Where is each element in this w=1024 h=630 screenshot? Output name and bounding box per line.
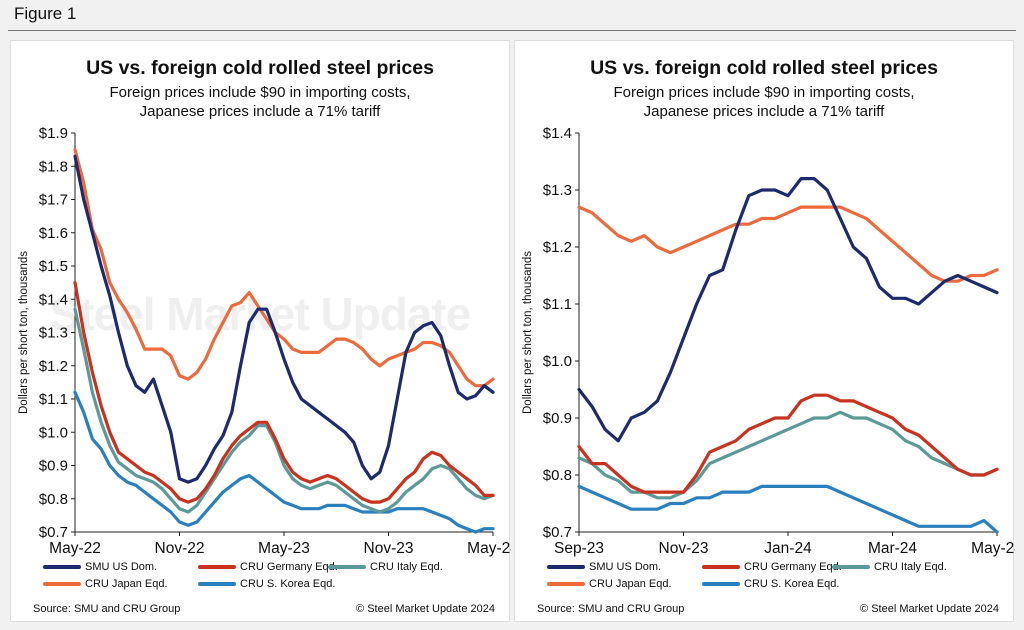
x-tick-label: May-23 xyxy=(258,540,310,557)
y-tick-label: $0.8 xyxy=(39,491,68,508)
legend-label: CRU Germany Eqd. xyxy=(744,561,842,573)
figure-label: Figure 1 xyxy=(14,4,77,23)
chart-panel-left: Steel Market Update US vs. foreign cold … xyxy=(10,40,511,622)
legend-swatch xyxy=(328,565,366,569)
watermark: Steel Market Update xyxy=(49,288,472,340)
legend-swatch xyxy=(832,565,870,569)
legend-item-germany: CRU Germany Eqd. xyxy=(702,561,842,573)
legend-label: SMU US Dom. xyxy=(589,561,662,573)
legend-item-smu: SMU US Dom. xyxy=(547,561,661,573)
legend-item-korea: CRU S. Korea Eqd. xyxy=(702,578,839,590)
y-tick-label: $0.7 xyxy=(543,524,572,541)
series-line-korea xyxy=(73,390,495,534)
legend-item-smu: SMU US Dom. xyxy=(43,561,157,573)
y-tick-label: $0.7 xyxy=(39,524,68,541)
legend-swatch xyxy=(702,582,740,586)
chart-title: US vs. foreign cold rolled steel prices xyxy=(590,57,938,79)
legend-item-japan: CRU Japan Eqd. xyxy=(547,578,672,590)
legend-swatch xyxy=(702,565,740,569)
x-tick-label: Nov-23 xyxy=(659,540,709,557)
legend-swatch xyxy=(198,565,236,569)
legend-item-italy: CRU Italy Eqd. xyxy=(328,561,443,573)
source-note: Source: SMU and CRU Group xyxy=(33,603,181,615)
series-line-italy xyxy=(73,307,495,514)
legend-item-germany: CRU Germany Eqd. xyxy=(198,561,338,573)
y-tick-label: $1.3 xyxy=(543,182,572,199)
y-tick-label: $1.6 xyxy=(39,225,68,242)
y-tick-label: $0.8 xyxy=(543,467,572,484)
y-tick-label: $1.0 xyxy=(39,424,68,441)
subtitle-line-2: Japanese prices include a 71% tariff xyxy=(643,103,885,120)
y-tick-label: $1.2 xyxy=(39,358,68,375)
legend-label: CRU Italy Eqd. xyxy=(370,561,443,573)
copyright-note: © Steel Market Update 2024 xyxy=(356,603,495,615)
legend-label: CRU S. Korea Eqd. xyxy=(744,578,840,590)
copyright-note: © Steel Market Update 2024 xyxy=(860,603,999,615)
x-tick-label: May-22 xyxy=(49,540,101,557)
line-chart: $0.7 $0.8 $0.9 $1.0 $1.1 $1.2 $1.3 $1.4 Sep-23 No… xyxy=(522,125,1015,557)
x-tick-label: May-24 xyxy=(467,540,511,557)
chart-subtitle: Foreign prices include $90 in importing … xyxy=(11,83,509,121)
legend-label: CRU S. Korea Eqd. xyxy=(240,578,336,590)
legend-swatch xyxy=(198,582,236,586)
y-tick-label: $1.1 xyxy=(39,391,68,408)
subtitle-line-2: Japanese prices include a 71% tariff xyxy=(139,103,381,120)
series-line-italy xyxy=(577,410,999,500)
legend-label: CRU Japan Eqd. xyxy=(85,578,168,590)
subtitle-line-1: Foreign prices include $90 in importing … xyxy=(109,84,411,101)
legend-swatch xyxy=(547,582,585,586)
series-line-smu xyxy=(577,177,999,443)
y-tick-label: $1.2 xyxy=(543,239,572,256)
legend-label: CRU Japan Eqd. xyxy=(589,578,672,590)
chart-title: US vs. foreign cold rolled steel prices xyxy=(86,57,434,79)
x-tick-label: Sep-23 xyxy=(554,540,604,557)
y-tick-label: $1.1 xyxy=(543,296,572,313)
y-axis-label: Dollars per short ton, thousands xyxy=(18,251,30,414)
x-tick-label: Nov-23 xyxy=(364,540,414,557)
y-tick-label: $1.9 xyxy=(39,125,68,142)
legend-label: CRU Italy Eqd. xyxy=(874,561,947,573)
y-tick-label: $0.9 xyxy=(543,410,572,427)
source-note: Source: SMU and CRU Group xyxy=(537,603,685,615)
subtitle-line-1: Foreign prices include $90 in importing … xyxy=(613,84,915,101)
legend-item-japan: CRU Japan Eqd. xyxy=(43,578,168,590)
y-tick-label: $1.4 xyxy=(39,291,68,308)
legend-label: CRU Germany Eqd. xyxy=(240,561,338,573)
y-axis-label: Dollars per short ton, thousands xyxy=(522,251,534,414)
y-tick-label: $0.9 xyxy=(39,458,68,475)
series-line-germany xyxy=(73,281,495,504)
chart-subtitle: Foreign prices include $90 in importing … xyxy=(515,83,1013,121)
x-tick-label: Jan-24 xyxy=(764,540,812,557)
series-line-smu xyxy=(73,154,495,484)
y-tick-label: $1.5 xyxy=(39,258,68,275)
y-tick-label: $1.8 xyxy=(39,158,68,175)
legend-label: SMU US Dom. xyxy=(85,561,158,573)
x-tick-label: Mar-24 xyxy=(868,540,917,557)
legend-item-korea: CRU S. Korea Eqd. xyxy=(198,578,335,590)
legend-swatch xyxy=(43,582,81,586)
line-chart: $0.7 $0.8 $0.9 $1.0 $1.1 $1.2 $1.3 $1.4 $1.5 $1.6… xyxy=(18,125,511,557)
x-tick-label: May-24 xyxy=(971,540,1015,557)
series-line-korea xyxy=(577,484,999,534)
series-line-japan xyxy=(73,147,495,388)
y-tick-label: $1.3 xyxy=(39,325,68,342)
y-tick-label: $1.7 xyxy=(39,192,68,209)
chart-panel-right: US vs. foreign cold rolled steel prices … xyxy=(514,40,1015,622)
x-tick-label: Nov-22 xyxy=(155,540,205,557)
legend-item-italy: CRU Italy Eqd. xyxy=(832,561,947,573)
legend-swatch xyxy=(43,565,81,569)
series-line-germany xyxy=(577,393,999,494)
top-divider xyxy=(8,30,1016,31)
legend-swatch xyxy=(547,565,585,569)
y-tick-label: $1.4 xyxy=(543,125,572,142)
y-tick-label: $1.0 xyxy=(543,353,572,370)
series-line-japan xyxy=(577,205,999,283)
